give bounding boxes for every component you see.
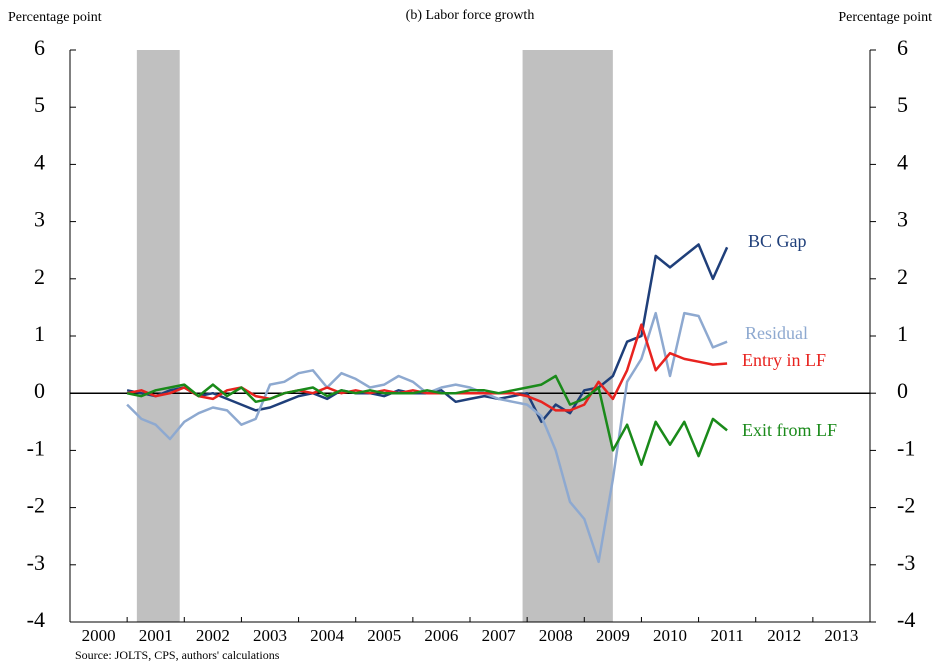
series-label: Entry in LF: [742, 350, 826, 370]
y2-tick-label: 5: [897, 92, 908, 117]
x-tick-label: 2009: [596, 626, 630, 645]
x-tick-label: 2000: [82, 626, 116, 645]
y-tick-label: -3: [27, 550, 45, 575]
series-label: Residual: [745, 323, 808, 343]
x-tick-label: 2012: [767, 626, 801, 645]
y-tick-label: -1: [27, 435, 45, 460]
y2-tick-label: 2: [897, 264, 908, 289]
y-tick-label: 4: [34, 149, 45, 174]
x-tick-label: 2010: [653, 626, 687, 645]
x-tick-label: 2002: [196, 626, 230, 645]
y-tick-label: 5: [34, 92, 45, 117]
x-tick-label: 2008: [539, 626, 573, 645]
y2-tick-label: 6: [897, 35, 908, 60]
y2-tick-label: -1: [897, 435, 915, 460]
y-tick-label: 2: [34, 264, 45, 289]
x-tick-label: 2013: [824, 626, 858, 645]
y2-tick-label: 4: [897, 149, 908, 174]
series-label: BC Gap: [748, 231, 807, 251]
y2-tick-label: -3: [897, 550, 915, 575]
y2-axis-label: Percentage point: [838, 10, 932, 25]
source-note: Source: JOLTS, CPS, authors' calculation…: [75, 648, 280, 662]
recession-band: [136, 50, 180, 622]
x-tick-label: 2011: [710, 626, 743, 645]
y2-tick-label: -2: [897, 493, 915, 518]
series-label: Exit from LF: [742, 420, 837, 440]
x-tick-label: 2004: [310, 626, 345, 645]
y-tick-label: -2: [27, 493, 45, 518]
y-axis-label: Percentage point: [8, 10, 102, 25]
x-tick-label: 2005: [367, 626, 401, 645]
y2-tick-label: 0: [897, 378, 908, 403]
x-tick-label: 2006: [424, 626, 458, 645]
y-tick-label: -4: [27, 607, 45, 632]
y2-tick-label: 1: [897, 321, 908, 346]
chart-title: (b) Labor force growth: [406, 8, 535, 23]
y-tick-label: 3: [34, 207, 45, 232]
y-tick-label: 6: [34, 35, 45, 60]
series-line: [126, 323, 728, 412]
y2-tick-label: 3: [897, 207, 908, 232]
series-line: [126, 311, 728, 564]
y-tick-label: 1: [34, 321, 45, 346]
x-tick-label: 2007: [482, 626, 517, 645]
x-tick-label: 2003: [253, 626, 287, 645]
recession-band: [522, 50, 613, 622]
x-tick-label: 2001: [139, 626, 173, 645]
y-tick-label: 0: [34, 378, 45, 403]
y2-tick-label: -4: [897, 607, 915, 632]
series-line: [126, 374, 728, 466]
